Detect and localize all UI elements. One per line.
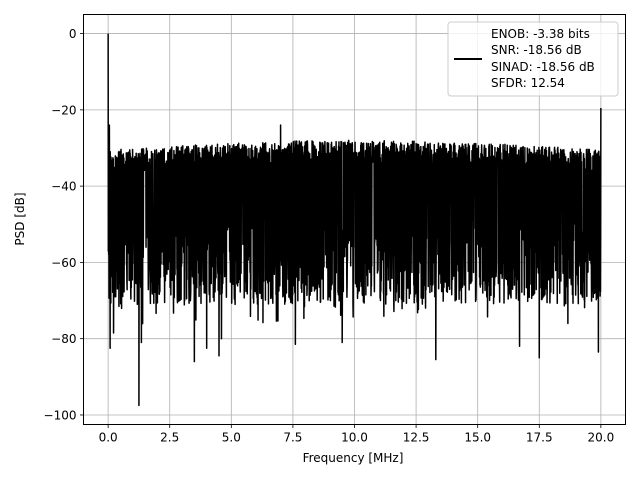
- y-tick-label: −100: [44, 408, 77, 422]
- x-axis-label: Frequency [MHz]: [303, 451, 404, 465]
- psd-line: [107, 33, 602, 407]
- x-tick-label: 7.5: [283, 431, 302, 445]
- x-tick-label: 2.5: [160, 431, 179, 445]
- y-tick-label: 0: [69, 27, 77, 41]
- y-axis-label: PSD [dB]: [13, 192, 27, 245]
- legend-sinad: SINAD: -18.56 dB: [491, 60, 595, 74]
- legend-box: [447, 21, 619, 97]
- y-tick-label: −80: [51, 332, 76, 346]
- legend: ENOB: -3.38 bits SNR: -18.56 dB SINAD: -…: [447, 21, 619, 97]
- x-tick-label: 5.0: [222, 431, 241, 445]
- legend-snr: SNR: -18.56 dB: [491, 43, 582, 57]
- x-tick-label: 0.0: [99, 431, 118, 445]
- x-axis: 0.0 2.5 5.0 7.5 10.0 12.5 15.0 17.5 20.0: [99, 424, 615, 445]
- x-tick-label: 17.5: [526, 431, 553, 445]
- psd-trace: [107, 33, 602, 407]
- x-tick-label: 15.0: [464, 431, 491, 445]
- legend-enob: ENOB: -3.38 bits: [491, 27, 590, 41]
- y-axis: 0 −20 −40 −60 −80 −100: [44, 27, 84, 422]
- y-tick-label: −20: [51, 103, 76, 117]
- x-tick-label: 10.0: [341, 431, 368, 445]
- x-tick-label: 20.0: [588, 431, 615, 445]
- x-tick-label: 12.5: [403, 431, 430, 445]
- y-tick-label: −60: [51, 256, 76, 270]
- y-tick-label: −40: [51, 180, 76, 194]
- legend-sfdr: SFDR: 12.54: [491, 76, 565, 90]
